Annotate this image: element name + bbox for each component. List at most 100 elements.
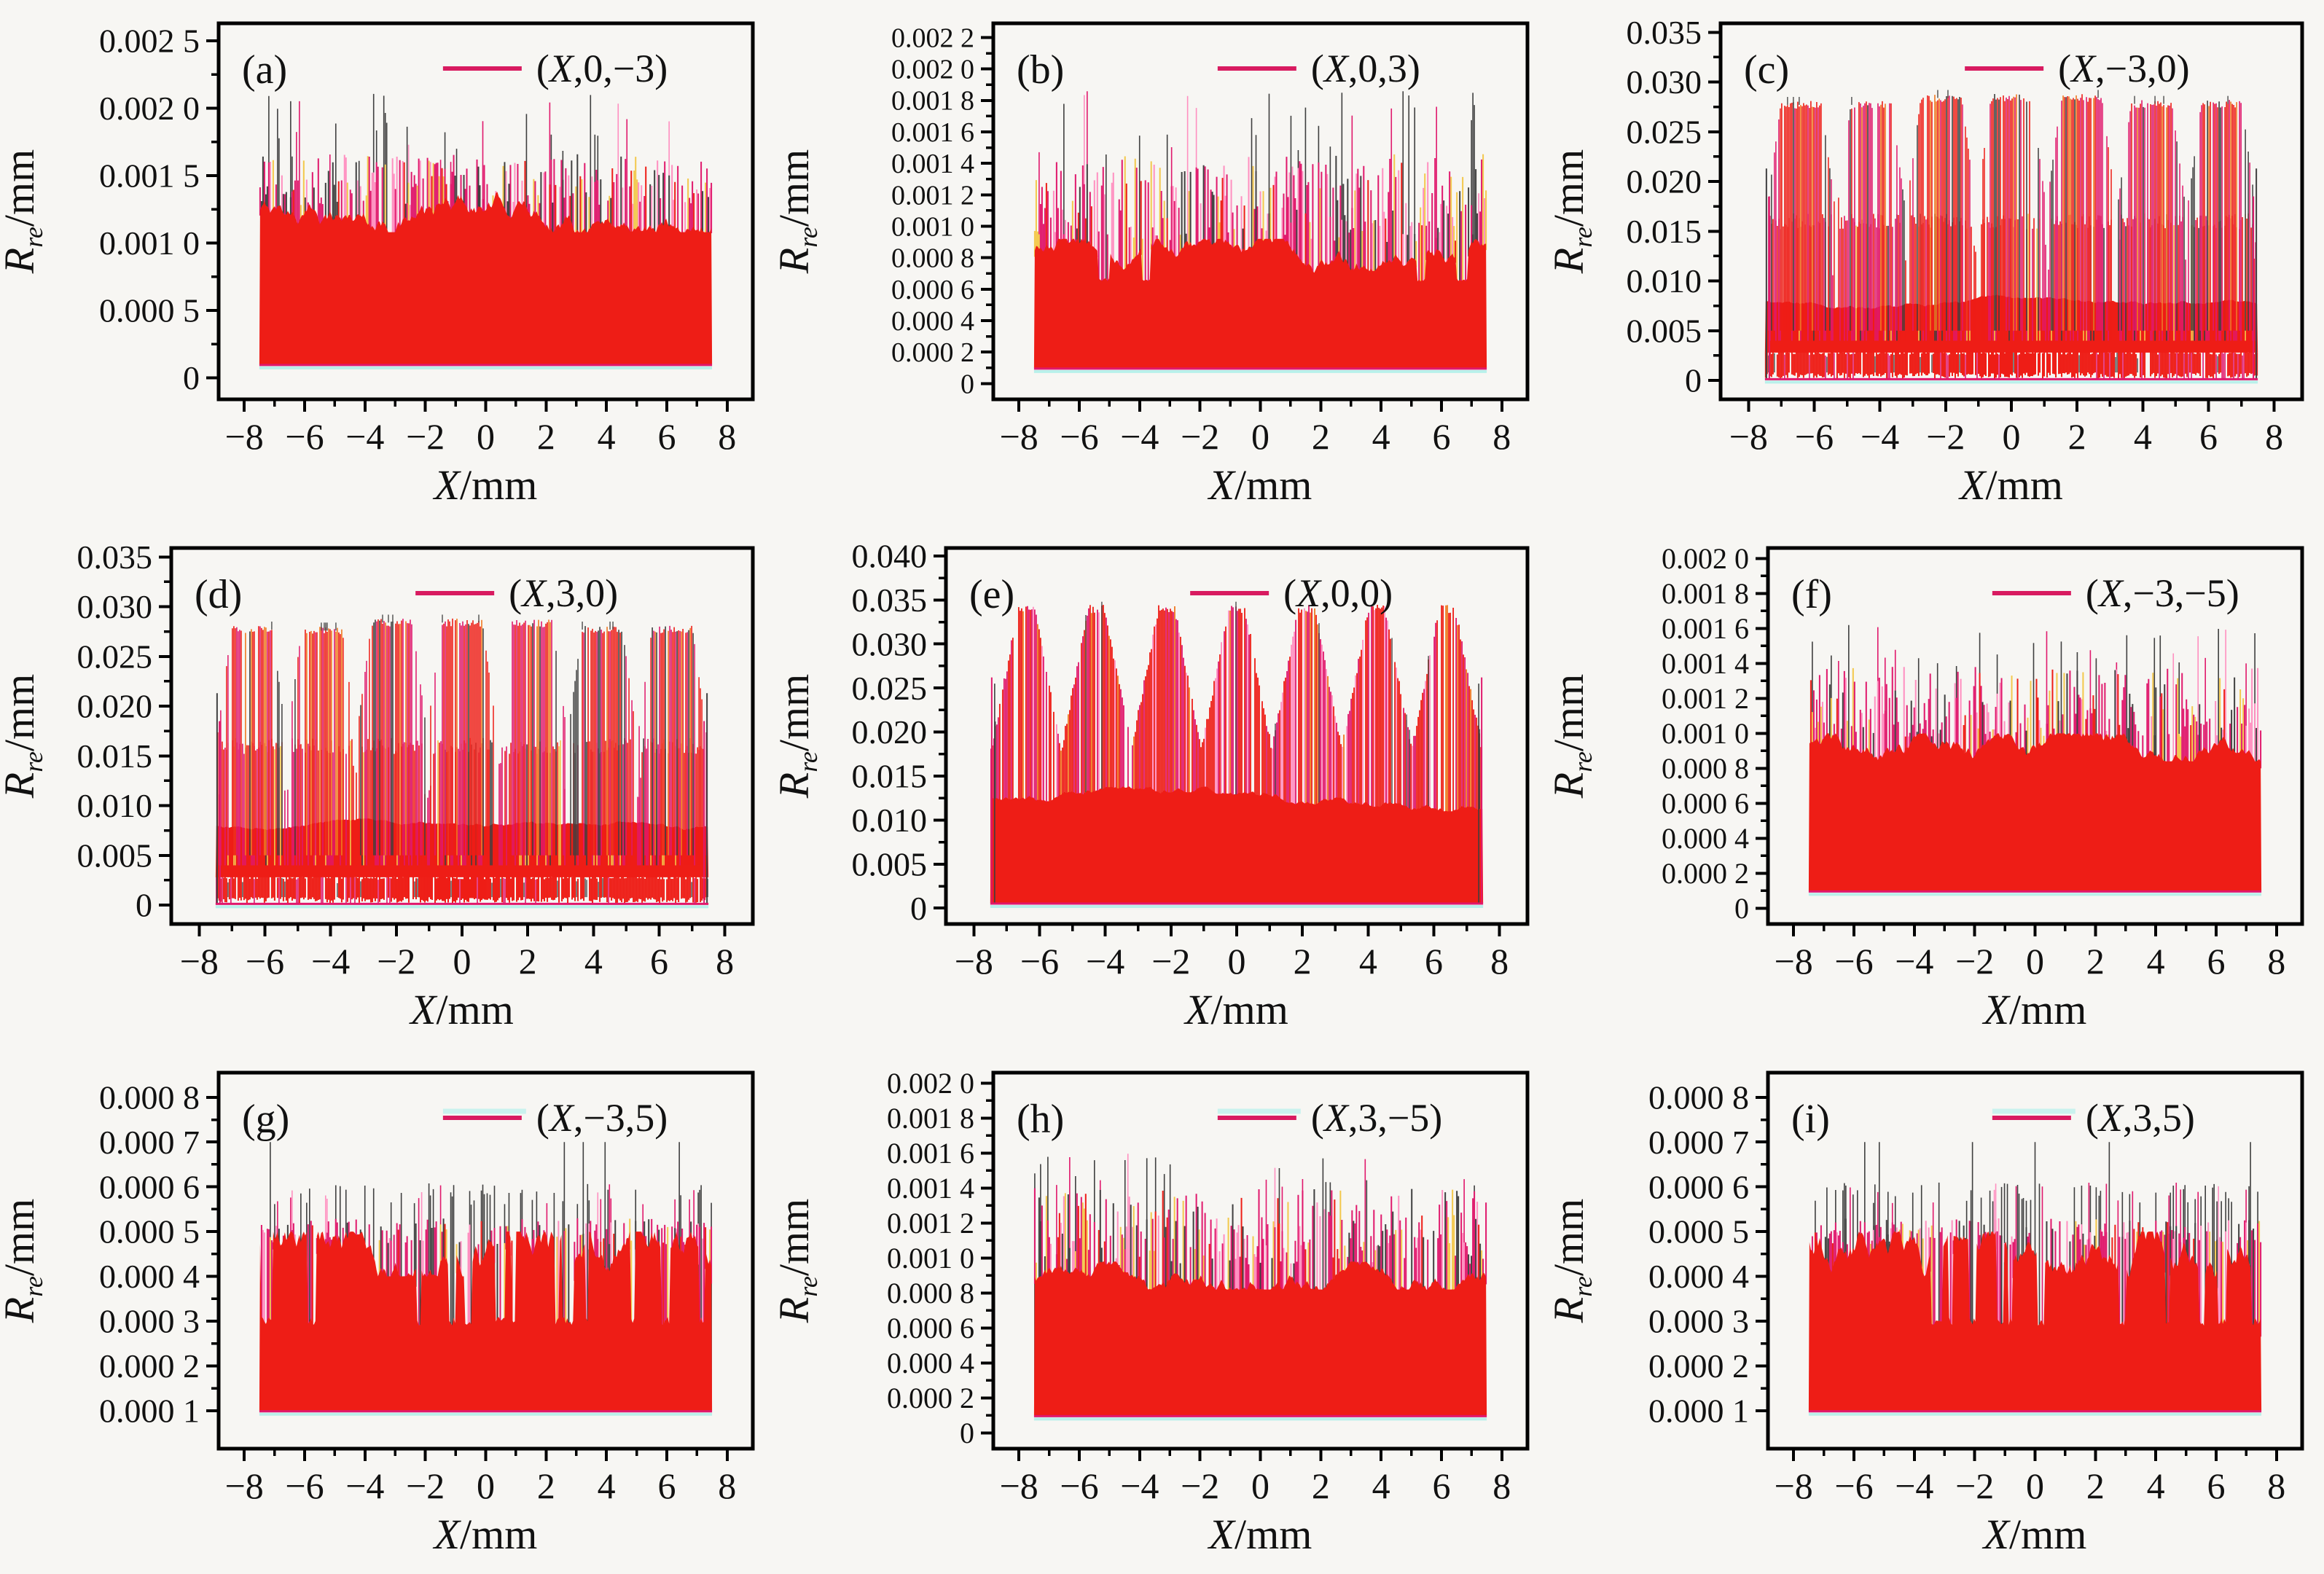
- axes: −8 −6 −4 −2 0 2 4 6 8 0.000 1 0.000 2 0.000 3 0.000 …: [0, 1070, 755, 1558]
- y-tick-label: 0: [1685, 362, 1702, 399]
- x-tick-label: −4: [345, 1465, 384, 1506]
- x-tick-label: −8: [1729, 416, 1768, 457]
- subplot-g-canvas: −8 −6 −4 −2 0 2 4 6 8 0.000 1 0.000 2 0.000 3 0.000 …: [0, 1070, 755, 1558]
- x-tick-label: 8: [2265, 416, 2283, 457]
- legend: (X,0,0): [1190, 571, 1393, 615]
- subplot-a-canvas: −8 −6 −4 −2 0 2 4 6 8 0 0.000 5 0.001 0 0.001 5 0.002…: [0, 21, 755, 509]
- y-axis-label: Rre/mm: [0, 1199, 48, 1323]
- x-tick-label: 4: [2147, 1465, 2165, 1506]
- y-tick-label: 0.002 0: [891, 55, 974, 85]
- subplot-e-canvas: −8 −6 −4 −2 0 2 4 6 8 0 0.005 0.010 0.015 0.020 0.025 0…: [775, 538, 1530, 1033]
- legend: (X,3,0): [415, 571, 618, 615]
- x-tick-label: −8: [225, 416, 264, 457]
- axes: −8 −6 −4 −2 0 2 4 6 8 0 0.005 0.010 0.015 0.020 0.025 0…: [1549, 14, 2304, 509]
- subplot-e: −8 −6 −4 −2 0 2 4 6 8 0 0.005 0.010 0.015 0.020 0.025 0…: [775, 525, 1549, 1049]
- x-tick-label: 8: [718, 416, 736, 457]
- subplot-i: −8 −6 −4 −2 0 2 4 6 8 0.000 1 0.000 2 0.000 3 0.000 …: [1549, 1049, 2324, 1574]
- y-tick-label: 0.000 7: [99, 1124, 200, 1161]
- x-tick-label: 4: [1359, 941, 1377, 982]
- y-tick-label: 0.002 5: [99, 23, 200, 60]
- y-tick-label: 0.001 6: [891, 117, 974, 148]
- x-tick-label: −6: [1020, 941, 1059, 982]
- y-tick-label: 0.025: [77, 638, 153, 675]
- legend: (X,3,−5): [1217, 1096, 1442, 1140]
- y-tick-label: 0.000 8: [1662, 752, 1749, 785]
- y-tick-label: 0.000 6: [1662, 787, 1749, 820]
- y-tick-label: 0: [960, 1417, 974, 1449]
- solid-fill: [1033, 1261, 1487, 1416]
- y-tick-label: 0.000 5: [99, 292, 200, 329]
- legend-label: (X,3,0): [509, 571, 618, 615]
- y-tick-label: 0.000 6: [1648, 1168, 1749, 1205]
- solid-fill: [1033, 238, 1487, 368]
- y-tick-label: 0.000 6: [99, 1168, 200, 1205]
- svg-text:Rre/mm: Rre/mm: [0, 149, 48, 274]
- y-tick-label: 0.001 0: [887, 1242, 974, 1275]
- x-tick-label: 0: [477, 416, 495, 457]
- legend-label: (X,0,0): [1283, 571, 1393, 615]
- y-tick-label: 0.001 0: [891, 211, 974, 242]
- x-tick-label: −6: [246, 941, 284, 982]
- x-axis-label: X/mm: [1982, 1511, 2087, 1558]
- subplot-i-canvas: −8 −6 −4 −2 0 2 4 6 8 0.000 1 0.000 2 0.000 3 0.000 …: [1549, 1070, 2304, 1558]
- x-tick-label: −4: [311, 941, 350, 982]
- y-tick-label: 0: [183, 359, 200, 396]
- y-tick-label: 0.015: [1627, 213, 1702, 250]
- x-tick-label: 2: [519, 941, 537, 982]
- series: [215, 614, 709, 909]
- x-tick-label: 2: [537, 416, 555, 457]
- x-axis-label: X/mm: [433, 461, 538, 509]
- legend-label: (X,−3,0): [2058, 47, 2189, 90]
- x-axis-label: X/mm: [1982, 986, 2087, 1033]
- axes: −8 −6 −4 −2 0 2 4 6 800.000 20.000 40.000 60.000…: [775, 21, 1530, 509]
- y-tick-label: 0.000 3: [99, 1303, 200, 1340]
- panel-label: (b): [1017, 47, 1064, 93]
- y-tick-label: 0.010: [1627, 262, 1702, 299]
- legend: (X,−3,−5): [1992, 571, 2239, 615]
- y-tick-label: 0.000 1: [1648, 1392, 1749, 1429]
- x-tick-label: −2: [1151, 941, 1190, 982]
- series: [259, 1142, 713, 1416]
- panel-label: (a): [242, 47, 287, 93]
- y-tick-label: 0.035: [1627, 14, 1702, 51]
- y-tick-label: 0.001 6: [887, 1137, 974, 1170]
- svg-text:Rre/mm: Rre/mm: [1549, 674, 1597, 799]
- legend-label: (X,0,3): [1311, 47, 1420, 90]
- svg-text:Rre/mm: Rre/mm: [775, 1199, 823, 1323]
- series: [1808, 624, 2262, 896]
- y-tick-label: 0.035: [77, 539, 153, 576]
- y-tick-label: 0.001 0: [1662, 717, 1749, 750]
- y-tick-label: 0.001 8: [887, 1102, 974, 1135]
- series: [1033, 91, 1487, 373]
- y-axis-label: Rre/mm: [1549, 674, 1597, 799]
- y-tick-label: 0.000 2: [887, 1382, 974, 1414]
- x-tick-label: 0: [477, 1465, 495, 1506]
- svg-text:Rre/mm: Rre/mm: [1549, 149, 1597, 274]
- y-tick-label: 0.020: [77, 688, 153, 725]
- y-tick-label: 0.000 2: [99, 1347, 200, 1385]
- solid-fill: [215, 818, 709, 877]
- x-tick-label: −6: [1060, 1465, 1098, 1506]
- y-tick-label: 0.005: [852, 845, 928, 882]
- x-tick-label: 0: [1228, 941, 1246, 982]
- legend: (X,0,3): [1217, 47, 1420, 90]
- y-tick-label: 0.000 1: [99, 1392, 200, 1429]
- y-tick-label: 0.000 6: [887, 1312, 974, 1344]
- subplot-b-canvas: −8 −6 −4 −2 0 2 4 6 800.000 20.000 40.000 60.000…: [775, 21, 1530, 509]
- series: [259, 93, 713, 369]
- x-axis-label: X/mm: [1958, 461, 2063, 509]
- y-tick-label: 0.015: [852, 758, 928, 795]
- legend-label: (X,3,−5): [1311, 1096, 1442, 1140]
- x-tick-label: 4: [1372, 1465, 1390, 1506]
- x-tick-label: −8: [1000, 1465, 1038, 1506]
- axes: −8 −6 −4 −2 0 2 4 6 8 0 0.005 0.010 0.015 0.020 0.025 0…: [775, 538, 1530, 1033]
- y-tick-label: 0.001 4: [891, 149, 974, 179]
- y-axis-label: Rre/mm: [0, 674, 48, 799]
- y-tick-label: 0.001 4: [1662, 647, 1749, 680]
- panel-label: (g): [242, 1097, 289, 1142]
- svg-text:Rre/mm: Rre/mm: [0, 674, 48, 799]
- y-tick-label: 0.005: [1627, 312, 1702, 349]
- x-tick-label: 6: [657, 416, 676, 457]
- x-tick-label: 0: [2026, 1465, 2044, 1506]
